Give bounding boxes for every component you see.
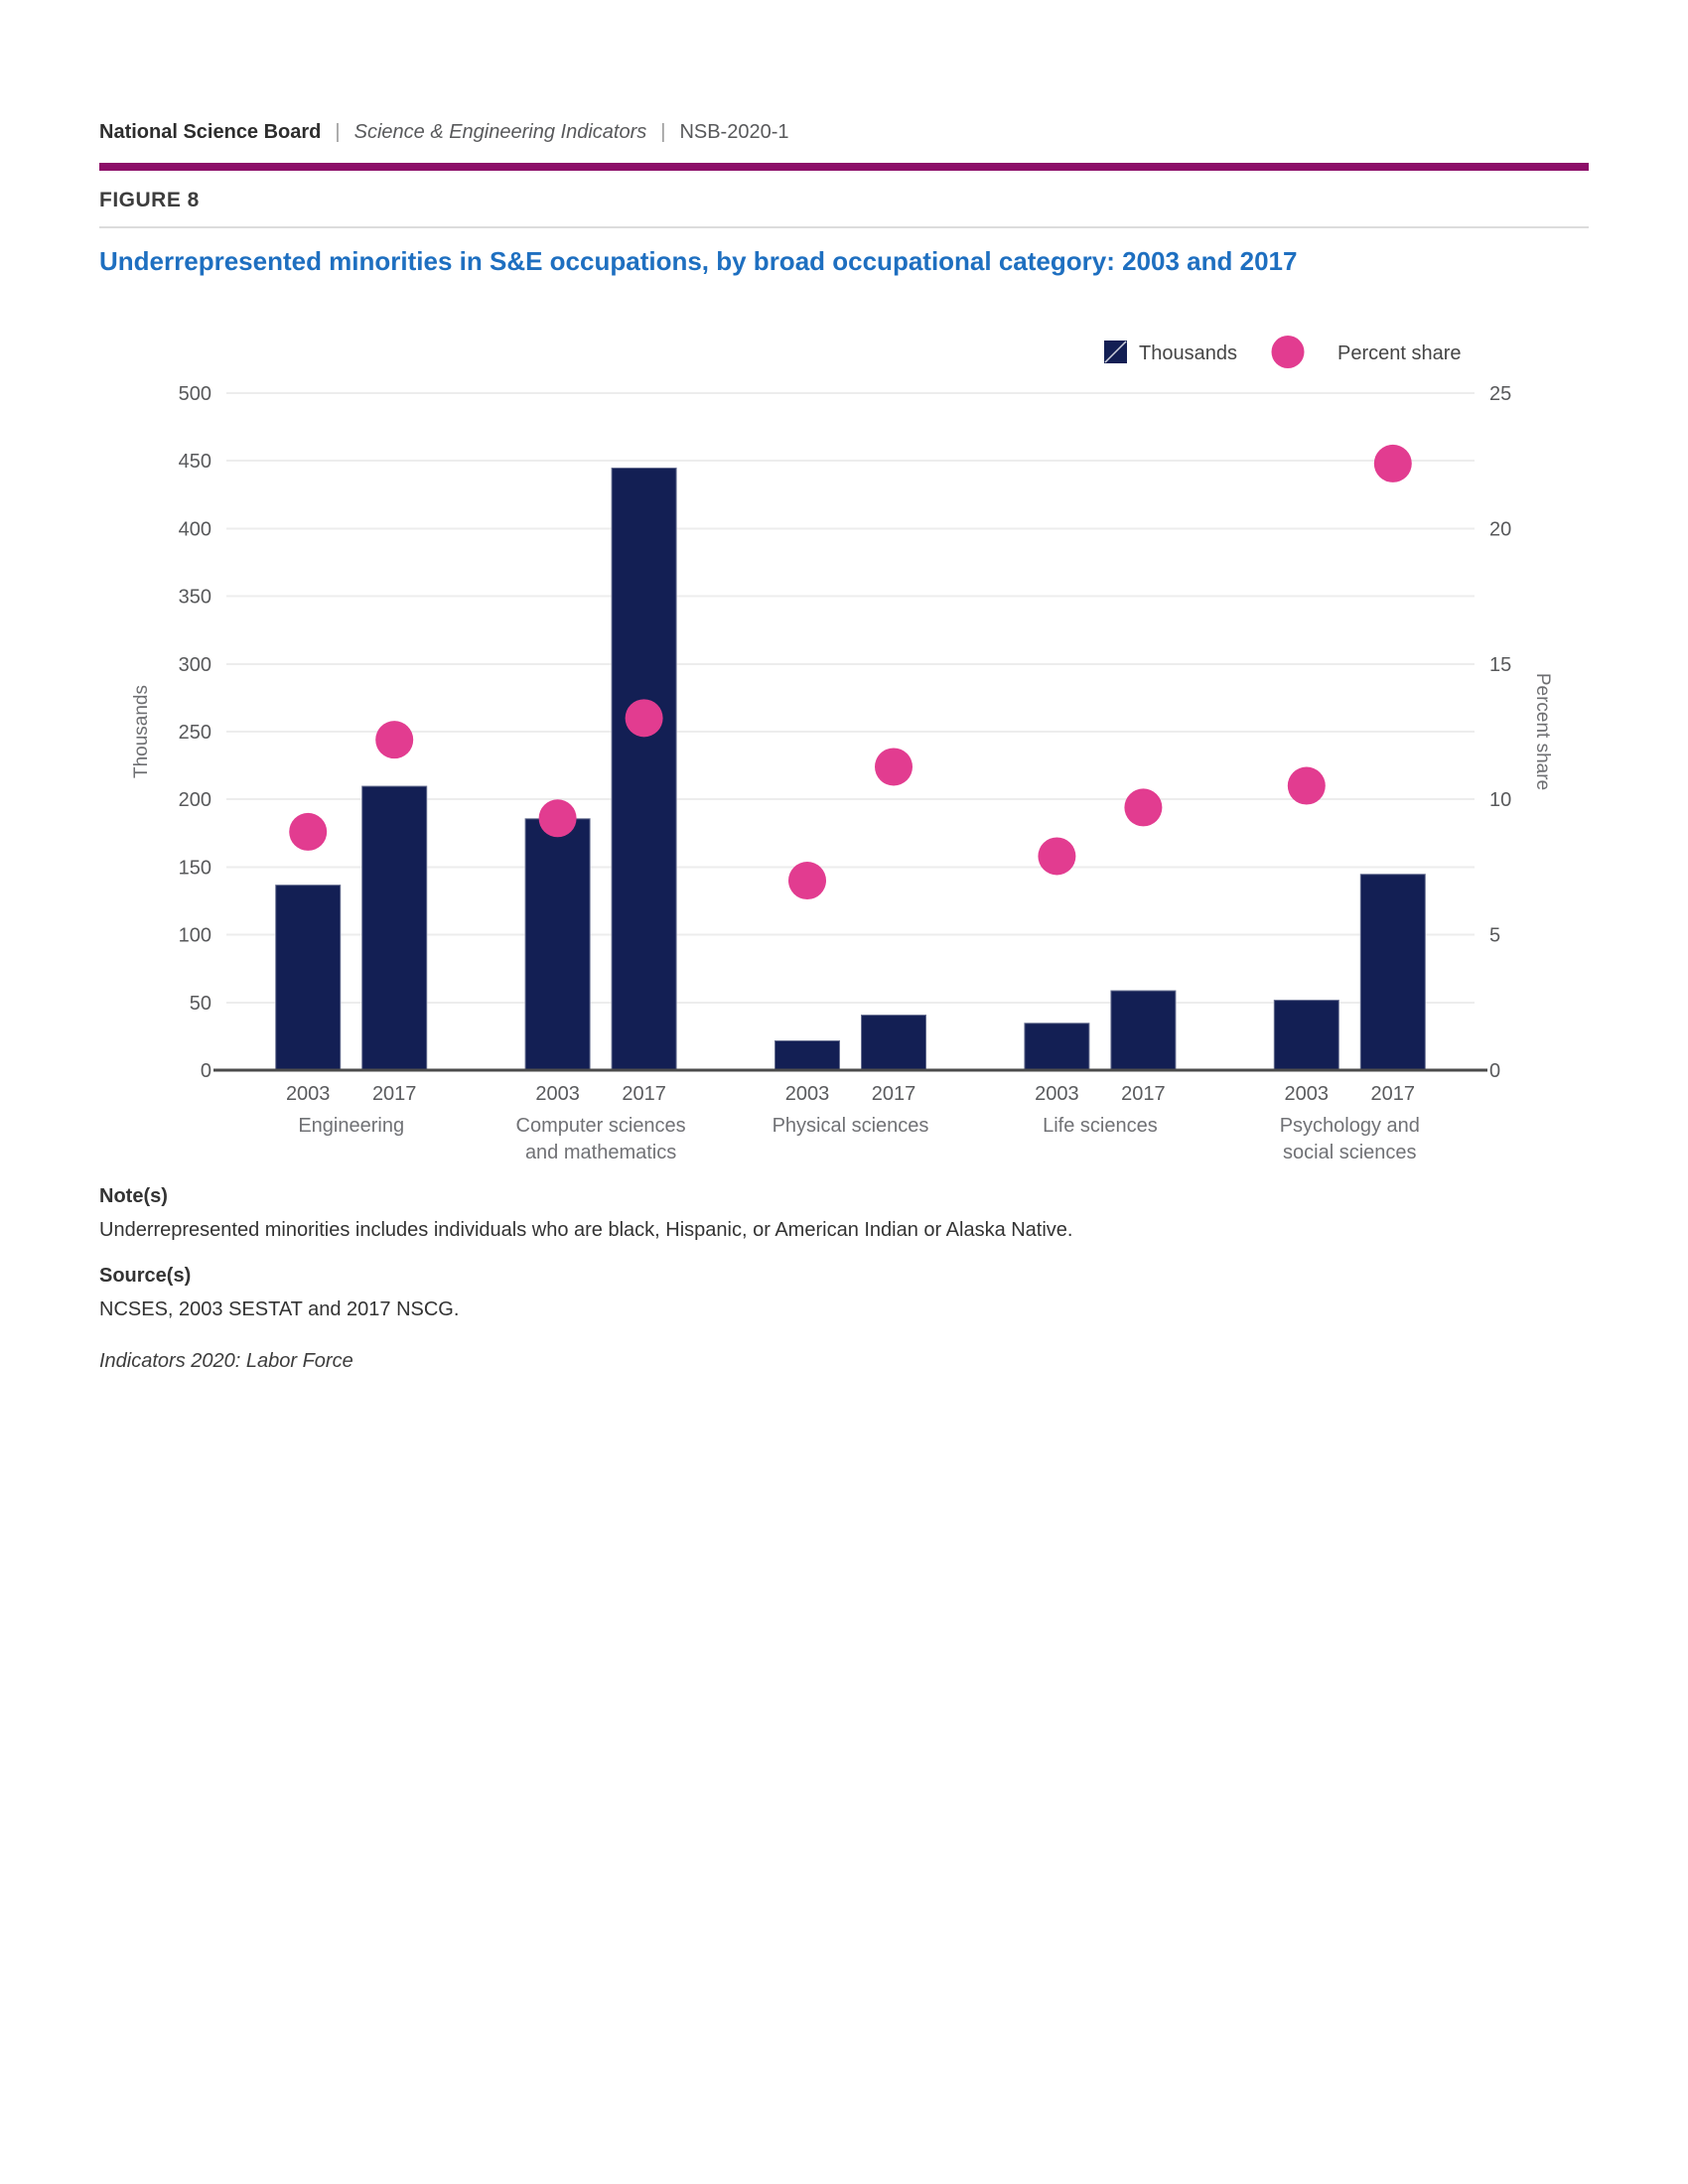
sources-text: NCSES, 2003 SESTAT and 2017 NSCG.	[99, 1298, 460, 1320]
category-label: Physical sciences	[773, 1115, 929, 1137]
bar-2003	[523, 817, 592, 1071]
bars-series	[274, 467, 1427, 1072]
right-axis-tick-label: 20	[1489, 518, 1511, 540]
percent-dot-2003	[1038, 837, 1076, 876]
document-header: National Science Board | Science & Enginee…	[99, 121, 1589, 144]
legend-swatch-slash	[1104, 341, 1127, 363]
header-separator: |	[660, 121, 666, 143]
bar-2003	[774, 1038, 841, 1072]
percent-dots-series	[289, 444, 1412, 900]
figure-divider	[99, 226, 1589, 228]
year-tick-label: 2017	[1371, 1083, 1416, 1105]
notes-heading: Note(s)	[99, 1185, 168, 1207]
left-axis-tick-label: 150	[179, 857, 211, 879]
sources-heading: Source(s)	[99, 1265, 192, 1287]
year-tick-label: 2003	[1285, 1083, 1330, 1105]
left-axis-tick-labels: 0 50 100 150 200 250 300 350 400 450 500	[179, 383, 211, 1082]
bar-2017	[610, 467, 678, 1071]
header-separator: |	[335, 121, 341, 143]
percent-dot-2017	[375, 721, 414, 759]
category-label: and mathematics	[525, 1142, 676, 1163]
year-tick-label: 2017	[372, 1083, 417, 1105]
percent-dot-2017	[1124, 788, 1163, 827]
bar-2017	[1109, 989, 1178, 1071]
left-axis-tick-label: 400	[179, 518, 211, 540]
figure-number-label: FIGURE 8	[99, 189, 200, 211]
bar-2017	[860, 1014, 927, 1071]
year-tick-label: 2003	[535, 1083, 580, 1105]
right-axis-tick-label: 5	[1489, 925, 1500, 947]
header-brand: National Science Board	[99, 121, 322, 143]
notes-text: Underrepresented minorities includes ind…	[99, 1219, 1073, 1241]
category-label: Psychology and	[1280, 1115, 1420, 1137]
header-report-code: NSB-2020-1	[679, 121, 789, 143]
year-tick-label: 2017	[872, 1083, 916, 1105]
percent-dot-2003	[538, 799, 577, 838]
category-label: Computer sciences	[516, 1115, 686, 1137]
figure-title: Underrepresented minorities in S&E occup…	[99, 246, 1298, 276]
category-label: Life sciences	[1043, 1115, 1158, 1137]
bar-2003	[1272, 999, 1340, 1072]
legend-label: Percent share	[1337, 342, 1462, 364]
year-tick-label: 2003	[1035, 1083, 1079, 1105]
left-axis-tick-label: 50	[190, 993, 211, 1015]
right-axis-tick-label: 15	[1489, 654, 1511, 676]
percent-dot-2017	[625, 699, 663, 738]
year-tick-label: 2003	[286, 1083, 331, 1105]
left-axis-tick-label: 300	[179, 654, 211, 676]
category-label: social sciences	[1283, 1142, 1417, 1163]
chart-container: 0 50 100 150 200 250 300 350 400 450 500 0 5 10 15 20 25…	[99, 328, 1589, 1181]
year-tick-label: 2003	[785, 1083, 830, 1105]
gridlines	[226, 392, 1475, 1004]
percent-dot-2017	[875, 748, 913, 786]
percent-dot-2017	[1373, 444, 1412, 482]
chart-svg: 0 50 100 150 200 250 300 350 400 450 500 0 5 10 15 20 25…	[131, 336, 1553, 1163]
bar-2003	[1023, 1022, 1091, 1072]
notes-section: Note(s) Underrepresented minorities incl…	[99, 1183, 1589, 1374]
percent-dot-2003	[289, 812, 328, 851]
legend-swatch-circle	[1271, 336, 1305, 368]
left-axis-tick-label: 450	[179, 451, 211, 473]
left-axis-tick-label: 250	[179, 722, 211, 744]
left-axis-tick-label: 100	[179, 925, 211, 947]
bar-2017	[1358, 873, 1427, 1071]
legend-label: Thousands	[1139, 342, 1237, 364]
bar-2003	[274, 884, 343, 1072]
report-footer: Indicators 2020: Labor Force	[99, 1350, 353, 1372]
percent-dot-2003	[1287, 766, 1326, 805]
year-tick-label: 2017	[622, 1083, 666, 1105]
right-axis-tick-label: 25	[1489, 383, 1511, 405]
header-publication: Science & Engineering Indicators	[353, 121, 647, 143]
left-axis-tick-label: 0	[201, 1060, 211, 1082]
right-axis-tick-labels: 0 5 10 15 20 25	[1489, 383, 1511, 1082]
year-tick-label: 2017	[1121, 1083, 1166, 1105]
left-axis-tick-label: 200	[179, 789, 211, 811]
category-label: Engineering	[298, 1115, 404, 1137]
right-axis-title: Percent share	[1532, 673, 1553, 790]
left-axis-title: Thousands	[131, 685, 152, 778]
right-axis-tick-label: 10	[1489, 789, 1511, 811]
left-axis-tick-label: 500	[179, 383, 211, 405]
right-axis-tick-label: 0	[1489, 1060, 1500, 1082]
header-rule	[99, 163, 1589, 171]
bar-2017	[360, 784, 429, 1071]
x-axis-labels: 2003 2017 Engineering 2003 2017 Computer scie…	[286, 1083, 1420, 1163]
left-axis-tick-label: 350	[179, 587, 211, 609]
chart-legend: Thousands Percent share	[1104, 336, 1462, 368]
percent-dot-2003	[788, 862, 826, 900]
